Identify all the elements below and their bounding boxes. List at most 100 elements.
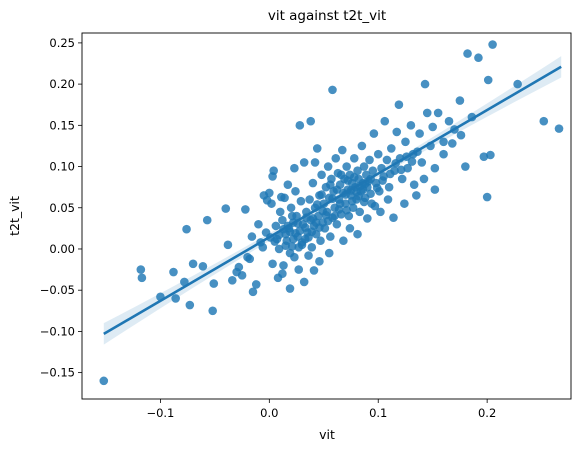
data-point — [258, 243, 268, 252]
data-point — [287, 211, 297, 221]
data-point — [331, 154, 341, 163]
data-point — [287, 242, 297, 251]
data-point — [513, 79, 522, 89]
data-point — [332, 219, 342, 229]
data-point — [227, 276, 237, 285]
data-point — [326, 232, 335, 241]
data-point — [430, 185, 440, 194]
data-point — [202, 215, 212, 225]
y-tick-label: 0.10 — [49, 160, 75, 174]
data-point — [275, 207, 285, 217]
data-point — [269, 166, 278, 175]
data-point — [307, 243, 317, 252]
data-point — [171, 294, 180, 303]
data-point — [99, 376, 109, 386]
data-point — [137, 273, 147, 283]
data-point — [383, 195, 393, 204]
data-point — [335, 199, 345, 208]
data-point — [370, 201, 380, 211]
data-point — [318, 206, 327, 216]
data-point — [254, 219, 263, 229]
data-point — [286, 203, 296, 213]
data-point — [290, 252, 299, 262]
data-point — [234, 262, 244, 272]
data-point — [278, 269, 287, 279]
data-point — [188, 259, 198, 269]
data-point — [349, 154, 359, 163]
data-point — [330, 211, 339, 221]
data-point — [332, 185, 342, 194]
data-point — [182, 224, 191, 234]
data-point — [317, 170, 326, 180]
data-point — [305, 195, 314, 204]
data-point — [419, 174, 429, 184]
data-point — [407, 157, 417, 166]
data-point — [554, 124, 564, 133]
data-point — [306, 116, 316, 126]
data-point — [262, 196, 272, 205]
y-axis-ticks: −0.15 −0.10 −0.05 0.00 0.05 0.10 0.15 0.20 0.25 — [40, 36, 82, 380]
data-point — [363, 214, 372, 223]
data-point — [433, 108, 443, 118]
data-point — [296, 196, 306, 206]
data-point — [359, 197, 369, 207]
data-point — [397, 174, 407, 184]
data-point — [474, 53, 483, 63]
data-point — [409, 180, 419, 189]
data-point — [317, 190, 326, 199]
data-point — [311, 218, 321, 227]
data-point — [288, 234, 298, 244]
data-point — [353, 229, 362, 239]
data-point — [265, 188, 274, 198]
data-point — [444, 116, 454, 126]
data-point — [539, 116, 549, 126]
y-tick-label: −0.10 — [40, 324, 75, 338]
data-point — [412, 191, 421, 200]
data-point — [283, 180, 293, 189]
data-point — [384, 182, 394, 192]
data-point — [136, 265, 146, 274]
x-tick-label: −0.1 — [146, 406, 174, 420]
data-point — [430, 163, 440, 173]
data-point — [382, 155, 392, 165]
y-tick-label: −0.05 — [40, 283, 75, 297]
y-tick-label: 0.05 — [49, 201, 75, 215]
data-point — [369, 129, 379, 138]
data-point — [359, 162, 369, 171]
plot-frame — [81, 32, 572, 400]
data-point — [420, 79, 430, 89]
data-point — [376, 207, 385, 217]
data-point — [247, 232, 257, 241]
data-point — [353, 166, 362, 175]
data-point — [268, 259, 277, 269]
data-point — [221, 204, 231, 213]
data-point — [373, 149, 383, 159]
data-point — [185, 300, 195, 310]
data-point — [323, 162, 333, 171]
data-point — [223, 240, 233, 250]
data-point — [248, 287, 258, 297]
data-point — [486, 150, 495, 160]
data-point — [271, 221, 281, 231]
regression-line — [103, 65, 562, 336]
plot-area — [99, 40, 564, 386]
x-axis-ticks: −0.1 0.0 0.1 0.2 — [146, 399, 496, 420]
data-point — [461, 162, 470, 171]
data-point — [401, 137, 410, 147]
data-point — [422, 108, 432, 118]
data-point — [403, 163, 412, 173]
data-point — [337, 145, 347, 155]
data-point — [354, 191, 363, 201]
data-point — [209, 279, 219, 288]
data-point — [285, 284, 295, 293]
data-point — [349, 172, 359, 182]
data-point — [315, 257, 324, 266]
data-point — [439, 137, 448, 147]
data-point — [198, 261, 208, 271]
data-point — [355, 207, 365, 217]
data-point — [308, 178, 318, 188]
data-point — [300, 223, 310, 232]
data-point — [309, 266, 319, 275]
data-point — [294, 265, 304, 274]
data-point — [312, 144, 322, 153]
